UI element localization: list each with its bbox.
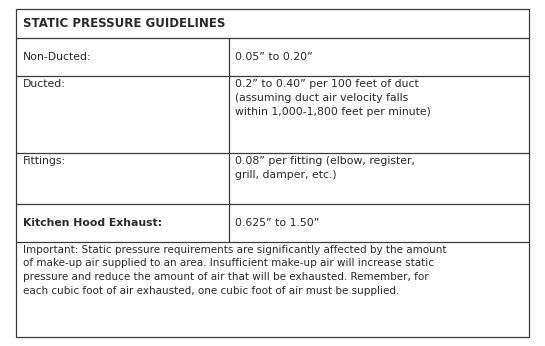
Text: 0.2” to 0.40” per 100 feet of duct
(assuming duct air velocity falls
within 1,00: 0.2” to 0.40” per 100 feet of duct (assu…: [235, 79, 432, 117]
Text: Ducted:: Ducted:: [23, 79, 66, 89]
Text: 0.05” to 0.20”: 0.05” to 0.20”: [235, 52, 313, 62]
Text: Fittings:: Fittings:: [23, 156, 66, 166]
Text: STATIC PRESSURE GUIDELINES: STATIC PRESSURE GUIDELINES: [23, 17, 225, 30]
Text: Important: Static pressure requirements are significantly affected by the amount: Important: Static pressure requirements …: [23, 245, 446, 295]
Text: 0.625” to 1.50”: 0.625” to 1.50”: [235, 218, 320, 228]
Text: 0.08” per fitting (elbow, register,
grill, damper, etc.): 0.08” per fitting (elbow, register, gril…: [235, 156, 415, 180]
Text: Kitchen Hood Exhaust:: Kitchen Hood Exhaust:: [23, 218, 162, 228]
Text: Non-Ducted:: Non-Ducted:: [23, 52, 92, 62]
